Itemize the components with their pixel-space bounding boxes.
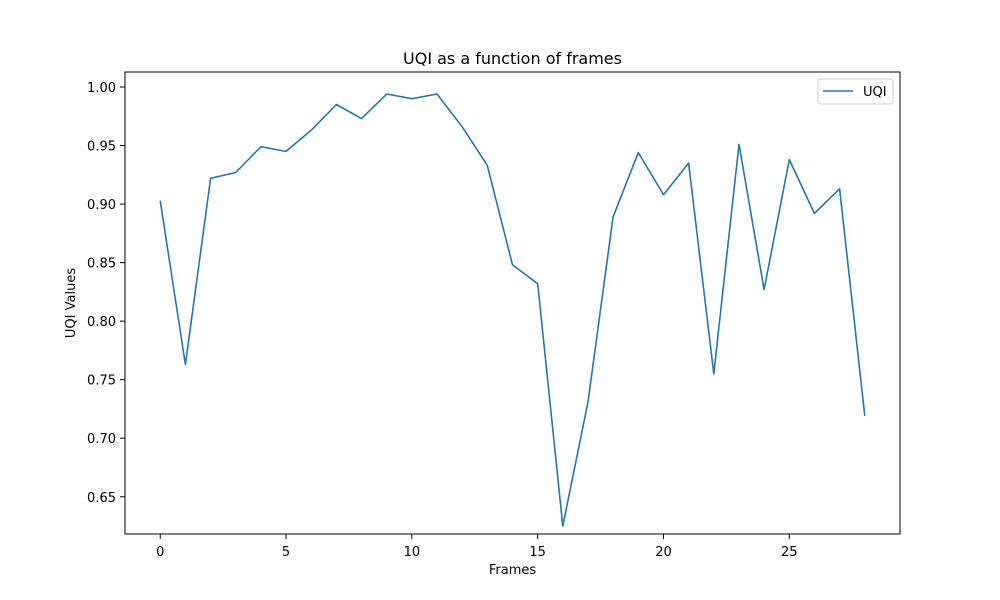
- y-tick-label: 0.85: [87, 257, 116, 272]
- plot-frame: [124, 71, 901, 535]
- y-tick-label: 0.70: [87, 432, 116, 447]
- y-tick-label: 0.65: [87, 491, 116, 506]
- legend-label: UQI: [863, 85, 887, 100]
- x-tick-label: 20: [655, 545, 672, 560]
- x-axis: 0 5 10 15 20 25: [156, 534, 798, 560]
- y-axis: 0.65 0.70 0.75 0.80 0.85 0.90 0.95 1.00: [87, 81, 125, 506]
- chart-title: UQI as a function of frames: [403, 49, 622, 68]
- legend-box: [817, 78, 894, 105]
- y-axis-label: UQI Values: [64, 268, 79, 338]
- y-tick-label: 0.75: [87, 374, 116, 389]
- y-tick-label: 0.80: [87, 315, 116, 330]
- x-tick-label: 5: [282, 545, 290, 560]
- x-tick-label: 10: [404, 545, 421, 560]
- x-axis-label: Frames: [489, 563, 537, 578]
- x-tick-label: 0: [156, 545, 164, 560]
- uqi-series-line: [159, 93, 866, 527]
- y-tick-label: 0.95: [87, 140, 116, 155]
- x-tick-label: 15: [529, 545, 546, 560]
- y-tick-label: 0.90: [87, 198, 116, 213]
- y-tick-label: 1.00: [87, 81, 116, 96]
- x-tick-label: 25: [781, 545, 798, 560]
- legend: UQI: [817, 78, 894, 105]
